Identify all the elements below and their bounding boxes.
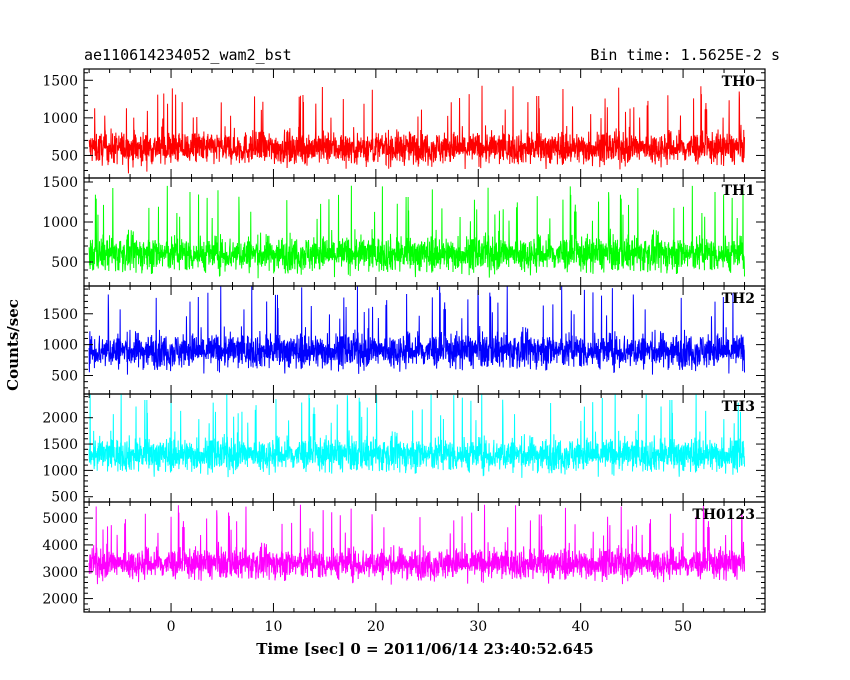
y-tick-label: 500 <box>51 255 78 271</box>
panel-th1: 500 1000 1500 TH1 <box>42 175 766 287</box>
panel-th0: 500 1000 1500 TH0 <box>42 68 766 179</box>
panel-frame <box>83 68 766 179</box>
y-tick-label: 1000 <box>42 111 78 127</box>
x-tick-label: 50 <box>674 619 692 635</box>
y-tick-label: 1500 <box>42 73 78 89</box>
y-tick-label: 500 <box>51 148 78 164</box>
y-tick-label: 500 <box>51 368 78 384</box>
panel-th0123: 2000 3000 4000 5000 TH0123 <box>42 501 766 613</box>
y-tick-label: 1500 <box>42 437 78 453</box>
y-tick-label: 1000 <box>42 338 78 354</box>
series-line-th0 <box>88 85 746 174</box>
panel-label: TH2 <box>722 291 755 307</box>
x-axis-title: Time [sec] 0 = 2011/06/14 23:40:52.645 <box>256 640 593 658</box>
bin-time-label: Bin time: 1.5625E-2 s <box>590 46 780 64</box>
y-tick-label: 1500 <box>42 175 78 191</box>
series-line-th1 <box>88 185 746 279</box>
panel-th3: 500 1000 1500 2000 TH3 <box>42 393 766 506</box>
panel-frame <box>83 501 766 613</box>
y-tick-label: 1000 <box>42 463 78 479</box>
series-line-th2 <box>88 286 746 375</box>
y-tick-label: 1500 <box>42 307 78 323</box>
panel-th2: 500 1000 1500 TH2 <box>42 285 766 395</box>
chart-title: ae110614234052_wam2_bst <box>84 46 292 64</box>
y-tick-label: 2000 <box>42 592 78 608</box>
panel-label: TH0123 <box>692 507 755 523</box>
y-tick-label: 1000 <box>42 215 78 231</box>
x-tick-label: 30 <box>469 619 487 635</box>
panel-frame <box>83 177 766 287</box>
series-line-th0123 <box>88 504 746 585</box>
panel-label: TH1 <box>722 183 755 199</box>
y-tick-label: 500 <box>51 490 78 506</box>
y-tick-label: 2000 <box>42 411 78 427</box>
y-tick-label: 3000 <box>42 565 78 581</box>
y-tick-label: 4000 <box>42 538 78 554</box>
panel-label: TH3 <box>722 399 755 415</box>
series-line-th3 <box>88 394 746 478</box>
x-tick-label: 10 <box>265 619 283 635</box>
x-tick-label: 40 <box>572 619 590 635</box>
x-tick-label: 0 <box>167 619 176 635</box>
y-axis-title: Counts/sec <box>4 299 22 391</box>
x-tick-label: 20 <box>367 619 385 635</box>
panel-label: TH0 <box>722 74 756 90</box>
y-tick-label: 5000 <box>42 511 78 527</box>
